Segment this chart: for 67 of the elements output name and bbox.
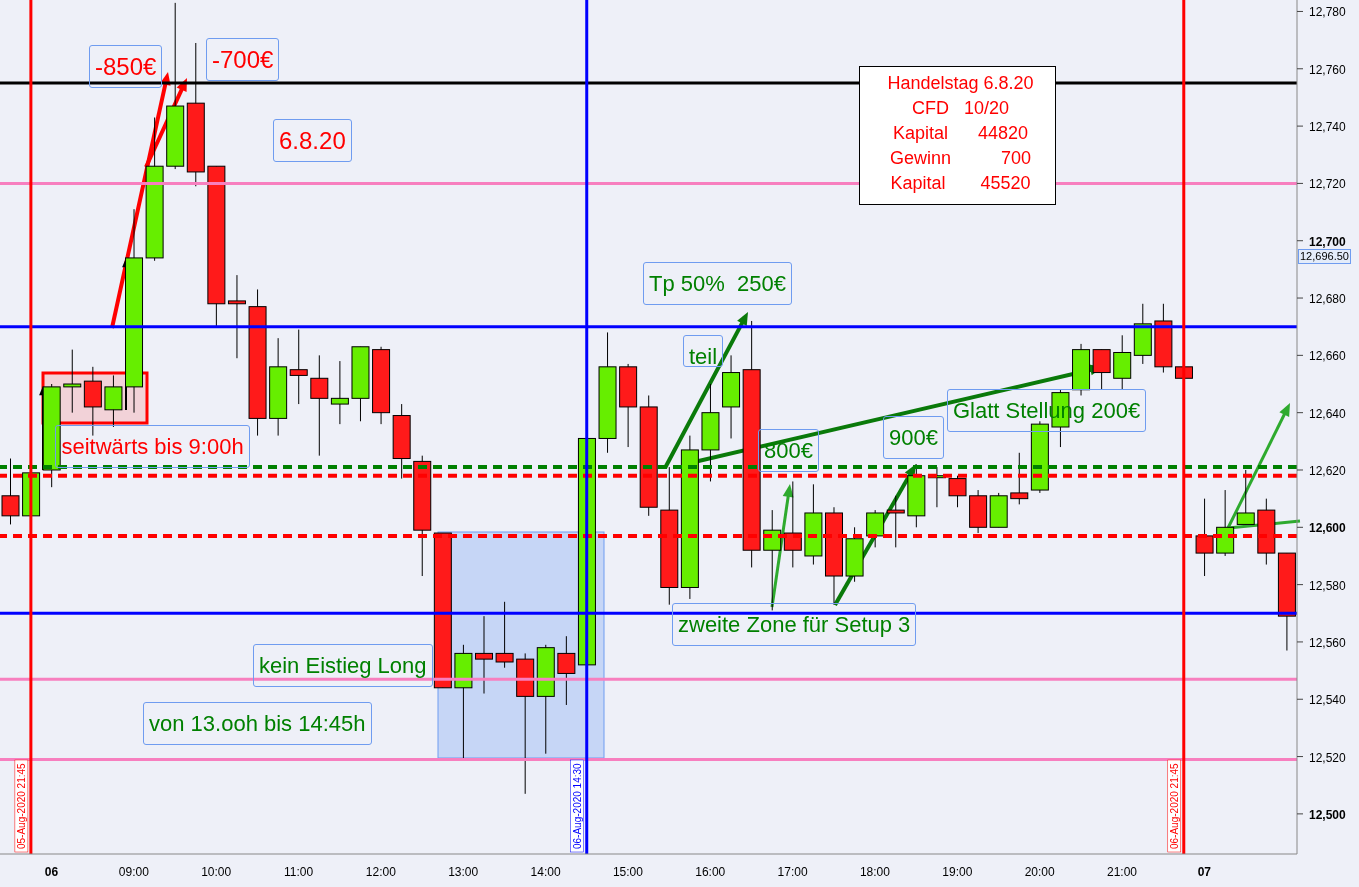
candlestick	[1092, 349, 1111, 391]
annotation: kein Eistieg Long	[253, 644, 433, 687]
candlestick	[1236, 469, 1255, 525]
x-tick-label: 09:00	[118, 865, 150, 879]
x-tick-label: 06-Aug-2020 14:30	[571, 762, 583, 849]
y-tick-label: 12,720	[1309, 177, 1347, 192]
y-tick-label: 12,780	[1309, 5, 1347, 20]
y-tick-label: 12,660	[1309, 349, 1347, 364]
x-tick-label: 18:00	[859, 865, 891, 879]
y-tick-label: 12,560	[1309, 635, 1347, 650]
annotation: Kapital 45520	[889, 172, 1032, 195]
x-tick-label: 20:00	[1024, 865, 1055, 879]
candlestick	[557, 635, 576, 706]
x-tick-label: 05-Aug-2020 21:45	[15, 762, 27, 849]
annotation: von 13.ooh bis 14:45h	[143, 702, 372, 745]
candlestick	[310, 354, 329, 457]
y-tick-label: 12,760	[1309, 62, 1347, 77]
annotation: Kapital 44820	[891, 122, 1030, 145]
text: 12,696.50	[1298, 249, 1351, 264]
annotation: 6.8.20	[273, 119, 352, 162]
x-tick-label: 06	[44, 865, 59, 879]
candlestick	[495, 601, 514, 669]
candlestick	[289, 329, 308, 405]
annotation: -850€	[89, 45, 163, 89]
candlestick	[227, 274, 246, 359]
y-tick-label: 12,580	[1309, 578, 1347, 593]
candlestick	[104, 374, 123, 428]
candlestick	[1010, 452, 1029, 505]
annotation: CFD 10/20	[910, 97, 1010, 120]
x-tick-label: 07	[1197, 865, 1212, 879]
annotation: Handelstag 6.8.20	[886, 72, 1035, 95]
candlestick	[330, 360, 349, 425]
x-tick-label: 17:00	[777, 865, 808, 879]
x-tick-label: 19:00	[942, 865, 973, 879]
annotation: 800€	[758, 429, 819, 472]
x-tick-label: 14:00	[530, 865, 561, 879]
x-tick-label: 16:00	[695, 865, 726, 879]
annotation: zweite Zone für Setup 3	[672, 603, 917, 647]
candlestick	[866, 509, 885, 548]
x-tick-label: 06-Aug-2020 21:45	[1168, 762, 1180, 849]
x-tick-label: 21:00	[1106, 865, 1138, 879]
annotation: -700€	[206, 38, 280, 82]
annotation: teil	[683, 335, 724, 369]
candlestick	[886, 495, 905, 548]
x-tick-label: 13:00	[448, 865, 479, 879]
x-tick-label: 11:00	[283, 865, 314, 879]
y-tick-label: 12,500	[1309, 807, 1347, 822]
y-tick-label: 12,640	[1309, 406, 1347, 421]
y-tick-label: 12,700	[1309, 234, 1347, 249]
candlestick	[948, 475, 967, 508]
candlestick	[475, 615, 494, 695]
y-tick-label: 12,540	[1309, 693, 1347, 708]
y-tick-label: 12,620	[1309, 463, 1347, 478]
x-tick-label: 12:00	[365, 865, 397, 879]
y-tick-label: 12,740	[1309, 120, 1347, 135]
candlestick	[63, 349, 82, 414]
annotation: 900€	[883, 416, 944, 460]
candlestick	[1, 458, 20, 525]
x-tick-label: 10:00	[201, 865, 232, 879]
annotation: Tp 50% 250€	[643, 261, 792, 305]
y-tick-label: 12,520	[1309, 750, 1347, 765]
candlestick	[1195, 498, 1214, 577]
x-tick-label: 15:00	[612, 865, 644, 879]
y-tick-label: 12,600	[1309, 521, 1347, 536]
annotation: Gewinn 700	[888, 147, 1033, 170]
y-tick-label: 12,680	[1309, 292, 1347, 307]
annotation: seitwärts bis 9:00h	[55, 424, 250, 468]
